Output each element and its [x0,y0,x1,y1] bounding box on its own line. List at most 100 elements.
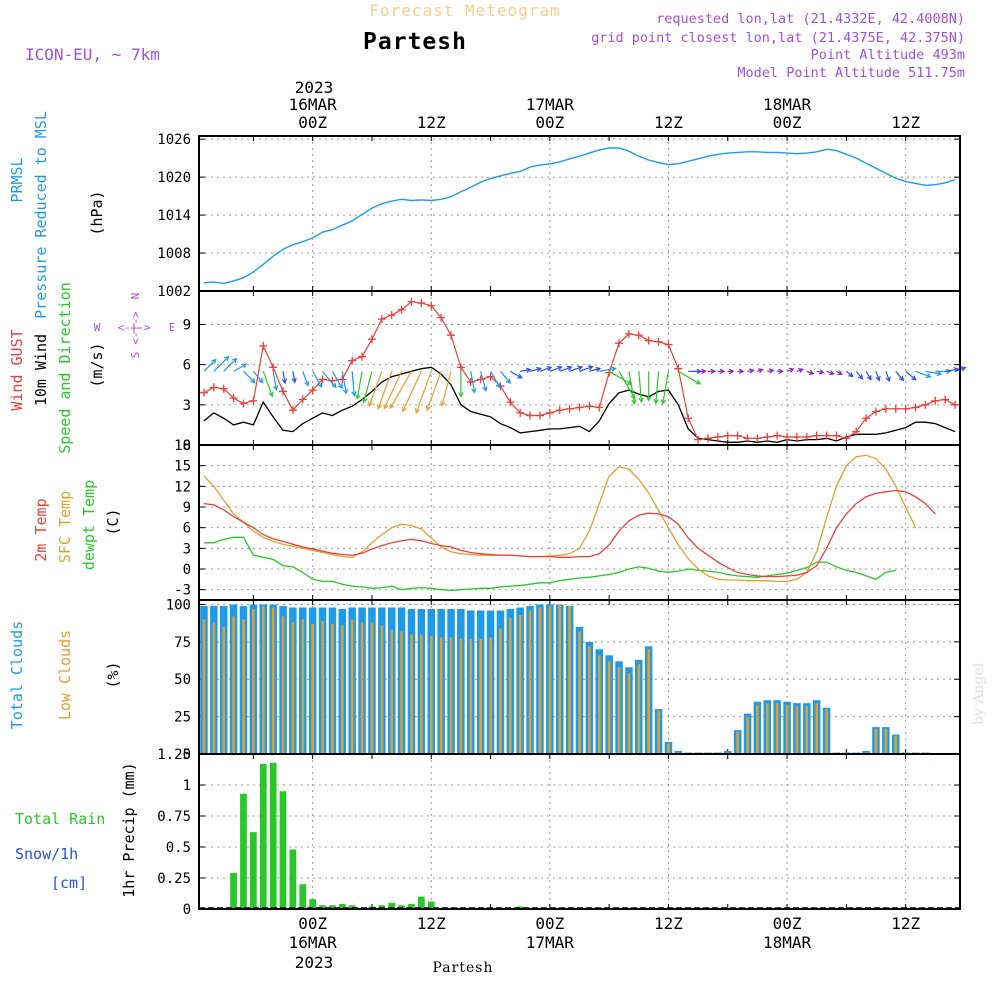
low-cloud-bar [400,631,403,754]
gust-marker [535,411,544,420]
precip-bar [269,762,277,909]
y-tick-label: 3 [183,541,191,557]
compass-rose: W E <-|-><-|-> N S [94,293,176,359]
gust-marker [249,396,258,405]
gust-marker [891,404,900,413]
gust-marker [259,341,268,350]
snow-unit-label: [cm] [51,874,87,892]
wind-arrow [836,370,843,376]
day-label-top: 18MAR [763,95,812,114]
gust-marker [387,311,396,320]
gust-marker [447,331,456,340]
wind-arrow [645,371,652,402]
wind-arrow [717,368,726,375]
low-cloud-bar [667,743,670,754]
wind-arrow [569,365,584,372]
gust-marker [397,305,406,314]
low-clouds-label: Low Clouds [56,630,74,720]
hour-label-top: 12Z [654,113,683,132]
low-cloud-bar [331,623,334,754]
precip-bar [516,906,524,909]
wind-arrow [376,371,393,410]
low-cloud-bar [578,631,581,754]
precip-bar [259,763,267,909]
y-tick-label: 9 [183,500,191,516]
gust-marker [318,375,327,384]
wind-arrow [414,371,432,414]
y-tick-label: 75 [174,635,191,651]
dewpt-label: dewpt Temp [80,480,98,570]
wind-arrow [383,371,403,410]
wind-unit: (m/s) [88,342,106,387]
low-cloud-bar [469,638,473,754]
gust-marker [812,431,821,440]
wind-arrow [865,371,872,381]
low-cloud-bar [420,634,423,754]
low-cloud-bar [360,622,364,754]
low-cloud-bar [884,728,888,754]
gust-marker [703,434,712,443]
low-cloud-bar [607,661,611,754]
gust-marker [911,403,920,412]
hour-label-bottom: 00Z [298,914,327,933]
low-cloud-bar [341,625,344,754]
precip-bar [289,849,297,909]
precip-bar [338,904,346,909]
precip-bar [240,793,247,909]
low-cloud-bar [805,706,809,754]
pressure-label-2: Pressure Reduced to MSL [32,111,50,319]
watermark: by Angel [971,662,987,725]
wind-arrow [925,370,943,377]
gust-marker [832,431,841,440]
gust-marker [456,363,465,372]
low-cloud-bar [459,638,463,754]
gust-marker [565,404,574,413]
y-tick-label: 18 [174,438,191,454]
gust-marker [753,434,762,443]
low-cloud-bar [746,716,749,754]
wind-arrow [470,371,477,394]
wind-arrow [905,370,917,381]
y-tick-label: 12 [174,479,191,495]
gust-marker [555,406,564,415]
gust-marker [506,398,515,407]
wind-arrow [520,367,532,373]
low-cloud-bar [538,607,542,754]
y-tick-label: 100 [166,597,191,613]
wind-arrow [302,371,310,387]
y-tick-label: 50 [174,672,191,688]
low-cloud-bar [370,622,374,754]
precip-bar [398,905,405,909]
wind-arrow [660,371,670,405]
clouds-panel: 0 25 50 75 100 Total Clouds Low Clouds (%) [8,597,961,763]
compass-n: N [129,293,142,300]
snow-label: Snow/1h [15,845,78,863]
y-tick-label: 0 [183,747,191,763]
pressure-label-1: PRMSL [8,157,26,202]
low-cloud-bar [202,619,206,754]
bottom-year: 2023 [295,953,334,972]
wind-arrow [747,368,755,374]
low-cloud-bar [222,626,225,754]
hour-label-bottom: 00Z [535,914,564,933]
gust-marker [417,299,426,308]
temperature-panel: -3 0 3 6 9 12 15 18 2m Temp SFC Temp dewpt Temp (C) [32,438,961,601]
wind-arrow [653,371,660,405]
wind-arrow [355,371,363,400]
low-cloud-bar [548,606,552,754]
t2m-line [203,489,936,578]
precip-bar [250,832,257,909]
gust-marker [763,432,772,441]
wind-arrow [223,357,238,372]
y-tick-label: 6 [183,521,191,537]
y-tick-label: 0.25 [157,871,191,887]
low-cloud-bar [874,728,878,754]
compass-w: W [94,321,101,334]
compass-e: E [169,321,176,334]
gust-marker [427,301,436,310]
precip-bar [279,791,287,909]
hour-label-top: 12Z [891,113,920,132]
y-tick-label: 0.5 [166,840,191,856]
hour-label-bottom: 12Z [417,914,446,933]
